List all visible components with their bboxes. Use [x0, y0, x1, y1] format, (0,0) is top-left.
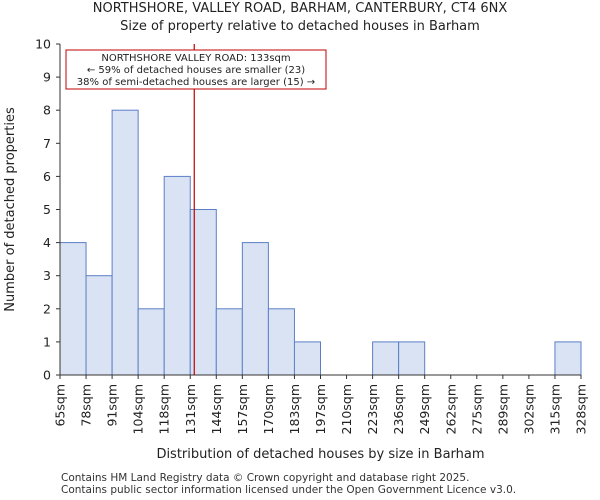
y-tick-label-0: 0 [43, 368, 51, 383]
y-tick-label-10: 10 [35, 37, 51, 52]
x-tick-label-170sqm: 170sqm [261, 384, 276, 434]
x-tick-label-315sqm: 315sqm [547, 384, 562, 434]
annotation-smaller: ← 59% of detached houses are smaller (23… [87, 65, 305, 76]
bar-78sqm [85, 275, 113, 376]
y-tick-label-2: 2 [43, 301, 51, 316]
y-tick-label-8: 8 [43, 103, 51, 118]
y-tick-label-1: 1 [43, 334, 51, 349]
x-tick-label-223sqm: 223sqm [365, 384, 380, 434]
bar-223sqm [372, 341, 400, 376]
bar-91sqm [111, 109, 139, 376]
x-tick-label-236sqm: 236sqm [391, 384, 406, 434]
x-tick-label-302sqm: 302sqm [521, 384, 536, 434]
x-tick-label-118sqm: 118sqm [157, 384, 172, 434]
x-tick-label-104sqm: 104sqm [131, 384, 146, 434]
bar-144sqm [215, 308, 243, 376]
x-tick-label-328sqm: 328sqm [574, 384, 589, 434]
footer-licence: Contains public sector information licen… [61, 484, 517, 496]
chart-title: Size of property relative to detached ho… [120, 19, 480, 34]
footer-copyright: Contains HM Land Registry data © Crown c… [61, 472, 470, 484]
bar-118sqm [163, 175, 191, 376]
x-tick-label-144sqm: 144sqm [209, 384, 224, 434]
x-tick-label-65sqm: 65sqm [53, 384, 68, 427]
x-tick-label-78sqm: 78sqm [79, 384, 94, 427]
x-tick-label-210sqm: 210sqm [339, 384, 354, 434]
annotation-title: NORTHSHORE VALLEY ROAD: 133sqm [101, 53, 290, 64]
x-tick-label-131sqm: 131sqm [183, 384, 198, 434]
annotation-larger: 38% of semi-detached houses are larger (… [77, 77, 315, 88]
y-tick-label-4: 4 [43, 235, 51, 250]
y-axis-title: Number of detached properties [3, 107, 18, 312]
y-tick-label-9: 9 [43, 70, 51, 85]
bar-315sqm [554, 341, 582, 376]
bar-236sqm [398, 341, 426, 376]
x-axis-title: Distribution of detached houses by size … [156, 447, 484, 462]
x-tick-label-262sqm: 262sqm [443, 384, 458, 434]
annotation-box [65, 49, 327, 90]
y-tick-label-3: 3 [43, 268, 51, 283]
bar-157sqm [241, 242, 269, 376]
x-tick-label-289sqm: 289sqm [495, 384, 510, 434]
x-tick-label-197sqm: 197sqm [313, 384, 328, 434]
bar-183sqm [293, 341, 322, 376]
bar-170sqm [267, 308, 295, 376]
bar-65sqm [59, 242, 87, 376]
bar-104sqm [137, 308, 165, 376]
x-tick-label-91sqm: 91sqm [105, 384, 120, 427]
x-tick-label-183sqm: 183sqm [287, 384, 302, 434]
x-tick-label-249sqm: 249sqm [417, 384, 432, 434]
x-tick-label-157sqm: 157sqm [235, 384, 250, 434]
y-tick-label-5: 5 [43, 202, 51, 217]
y-tick-label-7: 7 [43, 136, 51, 151]
y-tick-label-6: 6 [43, 169, 51, 184]
chart-title-address: NORTHSHORE, VALLEY ROAD, BARHAM, CANTERB… [92, 1, 508, 16]
x-tick-label-275sqm: 275sqm [469, 384, 484, 434]
